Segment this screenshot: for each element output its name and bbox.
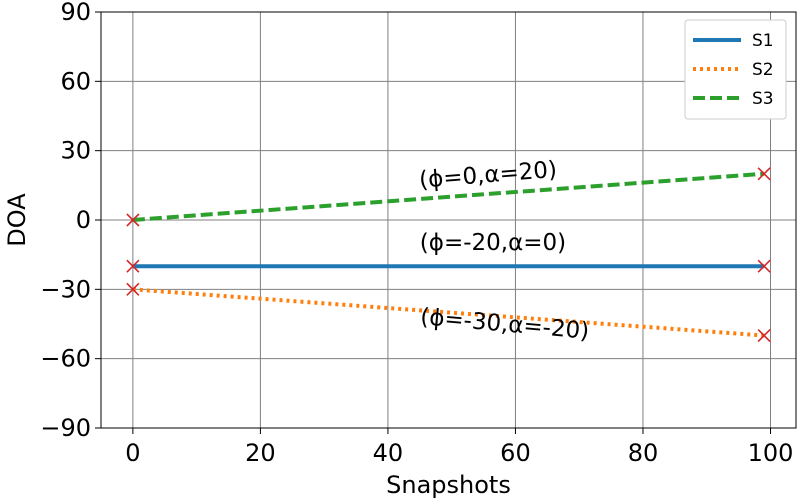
x-marker: [126, 282, 140, 296]
series-line-s2: [132, 287, 765, 338]
x-marker: [757, 328, 771, 343]
legend-label-s3: S3: [752, 89, 774, 109]
marker-layer: [126, 167, 771, 343]
x-tick-label: 40: [373, 439, 404, 467]
x-marker-stroke: [757, 328, 771, 343]
x-marker: [757, 259, 771, 273]
annotation-label: (ϕ=-30,α=-20): [419, 304, 590, 345]
x-marker-stroke: [126, 213, 140, 227]
y-tick-label: −30: [40, 275, 91, 303]
series-line-s3: [132, 171, 765, 222]
x-tick-label: 100: [748, 439, 794, 467]
x-marker-stroke: [126, 282, 140, 296]
y-tick-label: −60: [40, 345, 91, 373]
series-layer: [132, 171, 765, 338]
x-axis-label: Snapshots: [386, 471, 511, 499]
y-axis-label: DOA: [3, 193, 31, 247]
y-tick-label: −90: [40, 414, 91, 442]
tick-layer: 0 20 40 60 80 100 −90 −60 −30 0 30 60 90: [40, 0, 793, 467]
x-tick-label: 60: [500, 439, 531, 467]
x-marker: [126, 259, 140, 273]
legend-label-s2: S2: [752, 60, 774, 80]
x-tick-label: 80: [628, 439, 659, 467]
annotation-label: (ϕ=-20,α=0): [420, 230, 566, 256]
legend: S1 S2 S3: [684, 19, 787, 120]
x-tick-label: 20: [245, 439, 276, 467]
x-tick-label: 0: [125, 439, 140, 467]
x-marker: [126, 213, 140, 227]
x-marker: [757, 167, 771, 181]
y-tick-label: 0: [76, 206, 91, 234]
legend-label-s1: S1: [752, 31, 774, 51]
x-marker-stroke: [757, 167, 771, 181]
x-marker-stroke: [757, 259, 771, 273]
y-tick-label: 90: [60, 0, 91, 26]
y-tick-label: 60: [60, 67, 91, 95]
annotation-layer: (ϕ=0,α=20) (ϕ=-20,α=0) (ϕ=-30,α=-20): [418, 157, 590, 345]
annotation-label: (ϕ=0,α=20): [418, 157, 558, 194]
x-marker-stroke: [126, 259, 140, 273]
y-tick-label: 30: [60, 137, 91, 165]
